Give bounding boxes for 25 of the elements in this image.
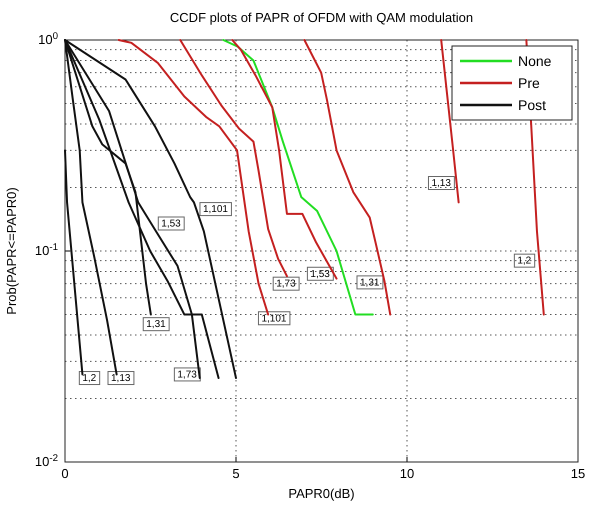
x-tick-label: 0: [61, 466, 69, 482]
annotation: 1,31: [146, 318, 166, 330]
annotation: 1,13: [111, 372, 131, 384]
x-axis-title: PAPR0(dB): [288, 486, 355, 501]
annotation: 1,73: [177, 368, 198, 380]
legend-label: None: [518, 53, 552, 69]
legend-label: Pre: [518, 75, 540, 91]
annotation: 1,101: [202, 204, 228, 215]
x-tick-label: 5: [232, 466, 240, 482]
annotation: 1,101: [261, 312, 287, 324]
annotation: 1,2: [517, 255, 532, 266]
y-tick-label: 10$^{-1}$: [34, 242, 58, 258]
y-tick-label: 10$^{-2}$: [34, 452, 58, 470]
chart-title: CCDF plots of PAPR of OFDM with QAM modulation: [170, 10, 474, 25]
y-axis-title: Prob(PAPR<=PAPR0): [4, 187, 19, 315]
annotation: 1,13: [431, 178, 452, 189]
annotation: 1,31: [360, 276, 380, 288]
annotation: 1,73: [276, 278, 296, 290]
x-tick-label: 10: [400, 466, 414, 482]
annotation: 1,53: [161, 218, 182, 229]
annotation: 1,2: [82, 372, 97, 384]
annotation: 1,53: [310, 268, 330, 280]
legend-label: Post: [518, 97, 546, 113]
y-tick-label: 10$^{0}$: [38, 30, 59, 48]
x-tick-label: 15: [570, 466, 586, 482]
